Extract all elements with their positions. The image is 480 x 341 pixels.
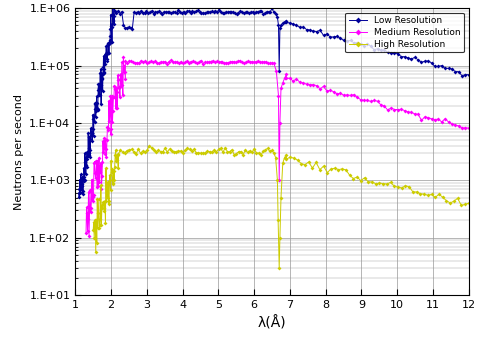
High Resolution [466,201,472,205]
Low Resolution [241,11,247,15]
Low Resolution [466,73,472,77]
High Resolution [90,228,96,232]
High Resolution [399,186,405,190]
Medium Resolution [341,93,347,97]
X-axis label: λ(Å): λ(Å) [258,315,287,330]
Medium Resolution [83,231,89,235]
Low Resolution [172,10,178,14]
Medium Resolution [89,177,95,181]
Low Resolution [76,195,82,199]
High Resolution [451,199,457,203]
High Resolution [146,144,152,148]
Low Resolution [193,9,199,13]
Medium Resolution [466,126,472,130]
Line: Low Resolution: Low Resolution [77,0,470,199]
Low Resolution [76,191,82,195]
Medium Resolution [238,59,243,63]
Y-axis label: Neutrons per second: Neutrons per second [14,94,24,210]
Line: High Resolution: High Resolution [92,144,470,269]
Low Resolution [96,82,101,86]
Legend: Low Resolution, Medium Resolution, High Resolution: Low Resolution, Medium Resolution, High … [345,13,464,52]
High Resolution [158,149,164,153]
High Resolution [101,206,107,210]
Medium Resolution [86,234,92,238]
Low Resolution [104,53,110,57]
Low Resolution [205,10,211,14]
High Resolution [92,221,97,225]
Line: Medium Resolution: Medium Resolution [84,56,470,237]
High Resolution [276,266,282,270]
Medium Resolution [136,61,142,65]
Medium Resolution [143,59,148,63]
Medium Resolution [120,55,126,59]
Medium Resolution [290,79,296,83]
Low Resolution [110,0,116,1]
High Resolution [109,167,115,171]
